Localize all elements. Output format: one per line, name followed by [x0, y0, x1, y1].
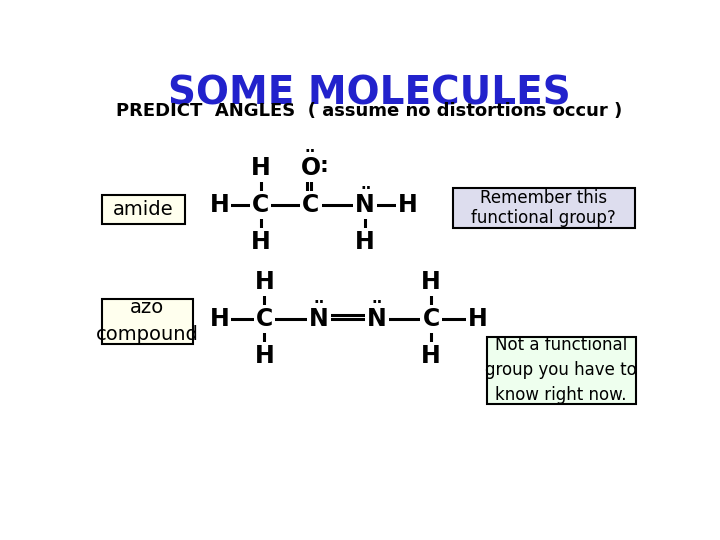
Text: H: H [254, 270, 274, 294]
Text: ··: ·· [360, 181, 372, 195]
Text: C: C [423, 307, 440, 331]
Text: N: N [355, 193, 375, 217]
Text: PREDICT  ANGLES  ( assume no distortions occur ): PREDICT ANGLES ( assume no distortions o… [116, 102, 622, 120]
Text: H: H [251, 230, 271, 254]
Text: H: H [251, 156, 271, 180]
Text: H: H [421, 344, 441, 368]
Text: ··: ·· [305, 144, 316, 159]
Text: O: O [301, 156, 321, 180]
FancyBboxPatch shape [102, 299, 193, 343]
Text: C: C [252, 193, 269, 217]
Text: Not a functional
group you have to
know right now.: Not a functional group you have to know … [485, 336, 637, 404]
Text: ··: ·· [314, 295, 325, 309]
Text: C: C [302, 193, 320, 217]
FancyBboxPatch shape [102, 195, 185, 224]
Text: azo
compound: azo compound [96, 299, 199, 344]
Text: H: H [355, 230, 375, 254]
Text: amide: amide [113, 200, 174, 219]
Text: H: H [421, 270, 441, 294]
Text: N: N [367, 307, 387, 331]
Text: ··: ·· [372, 295, 383, 309]
Text: H: H [210, 193, 229, 217]
Text: Remember this
functional group?: Remember this functional group? [471, 188, 616, 227]
Text: N: N [309, 307, 328, 331]
Text: H: H [398, 193, 418, 217]
FancyBboxPatch shape [487, 338, 636, 403]
FancyBboxPatch shape [453, 188, 635, 228]
Text: C: C [256, 307, 273, 331]
Text: :: : [320, 157, 328, 177]
Text: H: H [467, 307, 487, 331]
Text: SOME MOLECULES: SOME MOLECULES [168, 75, 570, 113]
Text: H: H [254, 344, 274, 368]
Text: H: H [210, 307, 229, 331]
